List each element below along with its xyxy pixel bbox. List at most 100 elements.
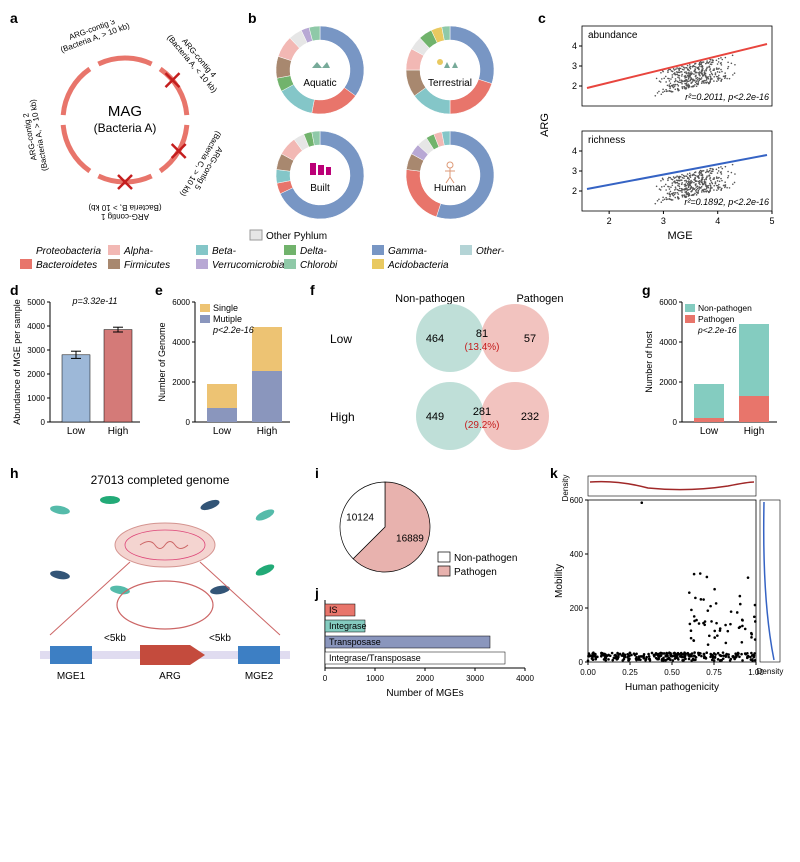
scatter-point: [662, 178, 664, 180]
scatter-point: [674, 652, 677, 655]
xtick: 0.25: [622, 668, 638, 677]
scatter-point: [611, 652, 614, 655]
scatter-point: [607, 658, 610, 661]
legend-label: Non-pathogen: [454, 553, 517, 564]
scatter-point: [679, 186, 681, 188]
scatter-point: [665, 81, 667, 83]
scatter-point: [670, 91, 672, 93]
scatter-point: [699, 73, 701, 75]
scatter-point: [604, 659, 607, 662]
scatter-point: [692, 66, 694, 68]
scatter-point: [670, 83, 672, 85]
arg-label: ARG: [159, 671, 181, 682]
scatter-point: [718, 170, 720, 172]
hbar-label: IS: [329, 605, 338, 615]
scatter-point: [680, 68, 682, 70]
scatter-point: [700, 63, 702, 65]
scatter-point: [719, 71, 721, 73]
scatter-point: [719, 77, 721, 79]
scatter-point: [706, 171, 708, 173]
scatter-point: [677, 89, 679, 91]
contig-label: ARG-contig 1(Bacteria B, > 10 kb): [88, 203, 161, 221]
scatter-point: [732, 74, 734, 76]
scatter-point: [667, 186, 669, 188]
legend-label: Firmicutes: [124, 260, 170, 271]
dist-label: <5kb: [104, 633, 126, 644]
bar-multiple: [252, 371, 282, 422]
svg-text:(Bacteria B, > 10 kb): (Bacteria B, > 10 kb): [88, 203, 161, 212]
scatter-point: [663, 77, 665, 79]
scatter-point: [667, 85, 669, 87]
panel-label-i: i: [315, 465, 319, 481]
bacterium-icon: [254, 562, 276, 578]
scatter-point: [725, 76, 727, 78]
scatter-point: [675, 186, 677, 188]
scatter-point: [736, 611, 739, 614]
scatter-point: [709, 189, 711, 191]
scatter-point: [698, 188, 700, 190]
scatter-point: [690, 629, 693, 632]
scatter-point: [663, 186, 665, 188]
scatter-point: [674, 197, 676, 199]
bacterium-icon: [49, 504, 70, 515]
scatter-point: [669, 88, 671, 90]
scatter-point: [679, 188, 681, 190]
arg-arrow: [140, 645, 205, 665]
scatter-point: [685, 180, 687, 182]
scatter-point: [710, 77, 712, 79]
scatter-point: [697, 653, 700, 656]
legend-label: Delta-: [300, 246, 327, 257]
scatter-point: [741, 619, 744, 622]
scatter-point: [696, 176, 698, 178]
legend-label: Pathogen: [454, 567, 497, 578]
legend-label: Chlorobi: [300, 260, 338, 271]
scatter-point: [688, 70, 690, 72]
scatter-point: [700, 598, 703, 601]
scatter-point: [698, 177, 700, 179]
scatter-point: [716, 185, 718, 187]
scatter-point: [678, 180, 680, 182]
scatter-point: [694, 597, 697, 600]
scatter-point: [611, 659, 614, 662]
ytick: 2000: [659, 378, 677, 387]
scatter-point: [684, 184, 686, 186]
scatter-point: [669, 177, 671, 179]
venn-pct: (29.2%): [464, 420, 499, 431]
legend-swatch: [284, 259, 296, 269]
density-label: Density: [561, 475, 570, 502]
legend-label: Beta-: [212, 246, 237, 257]
scatter-point: [711, 172, 713, 174]
scatter-point: [721, 180, 723, 182]
scatter-point: [689, 183, 691, 185]
scatter-point: [656, 78, 658, 80]
scatter-point: [687, 173, 689, 175]
scatter-point: [751, 658, 754, 661]
scatter-point: [709, 69, 711, 71]
scatter-point: [677, 84, 679, 86]
scatter-point: [682, 177, 684, 179]
legend-swatch: [20, 259, 32, 269]
scatter-point: [679, 82, 681, 84]
legend-label: Other Pyhlum: [266, 231, 327, 242]
ytick: 3: [572, 166, 577, 176]
scatter-point: [666, 91, 668, 93]
ylabel: ARG: [539, 113, 551, 137]
scatter-point: [688, 180, 690, 182]
scatter-point: [708, 78, 710, 80]
pie-value: 16889: [396, 533, 424, 544]
scatter-point: [710, 620, 713, 623]
scatter-point: [694, 80, 696, 82]
scatter-point: [741, 659, 744, 662]
legend-label: Other-: [476, 246, 505, 257]
scatter-point: [709, 605, 712, 608]
scatter-point: [703, 82, 705, 84]
scatter-point: [669, 69, 671, 71]
scatter-point: [689, 173, 691, 175]
scatter-point: [718, 184, 720, 186]
scatter-point: [709, 174, 711, 176]
scatter-point: [699, 174, 701, 176]
ytick: 2000: [27, 370, 45, 379]
scatter-point: [706, 60, 708, 62]
venn-value: 232: [521, 411, 539, 423]
scatter-point: [705, 657, 708, 660]
